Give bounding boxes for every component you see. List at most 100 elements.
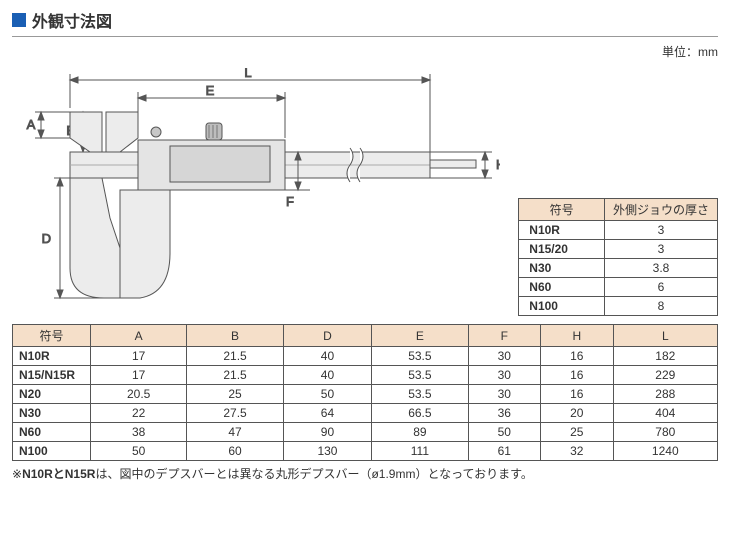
cell-e: 66.5 (372, 404, 468, 423)
col-h: H (541, 325, 614, 347)
cell-e: 53.5 (372, 366, 468, 385)
footnote-rest: は、図中のデプスバーとは異なる丸形デプスバー（ø1.9mm）となっております。 (95, 467, 533, 481)
cell-model: N10R (13, 347, 91, 366)
cell-thickness: 3.8 (604, 259, 717, 278)
table-row: N10R1721.54053.53016182 (13, 347, 718, 366)
arrow-icon (70, 77, 78, 83)
table-row: N100506013011161321240 (13, 442, 718, 461)
table-header-row: 符号 A B D E F H L (13, 325, 718, 347)
arrow-icon (57, 178, 63, 186)
cell-b: 21.5 (187, 347, 283, 366)
title-bullet-icon (12, 13, 26, 27)
cell-f: 50 (468, 423, 541, 442)
cell-model: N30 (13, 404, 91, 423)
cell-f: 30 (468, 347, 541, 366)
dim-label-f: F (286, 194, 294, 209)
table-header-row: 符号 外側ジョウの厚さ (519, 199, 718, 221)
cell-a: 22 (91, 404, 187, 423)
cell-d: 64 (283, 404, 371, 423)
dim-label-h: H (496, 157, 500, 172)
cell-d: 90 (283, 423, 371, 442)
arrow-icon (138, 95, 146, 101)
cell-l: 1240 (613, 442, 717, 461)
arrow-icon (482, 152, 488, 160)
cell-thickness: 3 (604, 221, 717, 240)
thumb-roller (206, 123, 222, 140)
table-row: N1008 (519, 297, 718, 316)
footnote: ※N10RとN15Rは、図中のデプスバーとは異なる丸形デプスバー（ø1.9mm）… (12, 465, 718, 482)
col-thickness: 外側ジョウの厚さ (604, 199, 717, 221)
col-d: D (283, 325, 371, 347)
cell-f: 30 (468, 385, 541, 404)
upper-jaw-sliding (106, 112, 138, 152)
cell-b: 27.5 (187, 404, 283, 423)
cell-l: 229 (613, 366, 717, 385)
cell-h: 16 (541, 385, 614, 404)
cell-l: 288 (613, 385, 717, 404)
cell-thickness: 6 (604, 278, 717, 297)
table-row: N15/N15R1721.54053.53016229 (13, 366, 718, 385)
section-title: 外観寸法図 (32, 8, 112, 32)
cell-d: 40 (283, 347, 371, 366)
upper-jaw-fixed (70, 112, 102, 152)
cell-f: 61 (468, 442, 541, 461)
arrow-icon (57, 290, 63, 298)
table-row: N606 (519, 278, 718, 297)
depth-bar (430, 160, 476, 168)
cell-e: 111 (372, 442, 468, 461)
cell-l: 404 (613, 404, 717, 423)
table-row: N303.8 (519, 259, 718, 278)
cell-model: N60 (519, 278, 605, 297)
cell-d: 40 (283, 366, 371, 385)
cell-l: 780 (613, 423, 717, 442)
upper-region: L E A B (12, 64, 718, 318)
col-b: B (187, 325, 283, 347)
cell-b: 25 (187, 385, 283, 404)
arrow-icon (38, 130, 44, 138)
dim-label-l: L (244, 68, 251, 80)
unit-label: 単位：mm (12, 43, 718, 60)
cell-model: N20 (13, 385, 91, 404)
cell-e: 53.5 (372, 385, 468, 404)
cell-a: 20.5 (91, 385, 187, 404)
footnote-prefix: ※ (12, 467, 22, 481)
lower-jaw-sliding (120, 190, 170, 298)
cell-a: 38 (91, 423, 187, 442)
cell-h: 20 (541, 404, 614, 423)
arrow-icon (38, 112, 44, 120)
cell-a: 17 (91, 366, 187, 385)
col-a: A (91, 325, 187, 347)
cell-thickness: 3 (604, 240, 717, 259)
arrow-icon (422, 77, 430, 83)
cell-model: N15/N15R (13, 366, 91, 385)
cell-f: 30 (468, 366, 541, 385)
lock-screw (151, 127, 161, 137)
cell-e: 89 (372, 423, 468, 442)
table-row: N302227.56466.53620404 (13, 404, 718, 423)
col-f: F (468, 325, 541, 347)
jaw-thickness-table: 符号 外側ジョウの厚さ N10R3N15/203N303.8N606N1008 (518, 198, 718, 316)
lower-jaw-fixed (70, 178, 120, 298)
section-title-row: 外観寸法図 (12, 8, 718, 37)
cell-b: 47 (187, 423, 283, 442)
cell-model: N100 (519, 297, 605, 316)
caliper-svg: L E A B (20, 68, 500, 318)
cell-h: 16 (541, 366, 614, 385)
cell-h: 16 (541, 347, 614, 366)
cell-b: 60 (187, 442, 283, 461)
dim-label-e: E (206, 83, 215, 98)
table-row: N15/203 (519, 240, 718, 259)
caliper-diagram: L E A B (12, 64, 510, 318)
cell-d: 50 (283, 385, 371, 404)
cell-model: N15/20 (519, 240, 605, 259)
cell-thickness: 8 (604, 297, 717, 316)
cell-model: N30 (519, 259, 605, 278)
cell-model: N10R (519, 221, 605, 240)
col-l: L (613, 325, 717, 347)
dim-label-d: D (42, 231, 51, 246)
col-symbol: 符号 (519, 199, 605, 221)
arrow-icon (277, 95, 285, 101)
slider-scale-window (170, 146, 270, 182)
dim-label-a: A (27, 117, 36, 132)
col-e: E (372, 325, 468, 347)
